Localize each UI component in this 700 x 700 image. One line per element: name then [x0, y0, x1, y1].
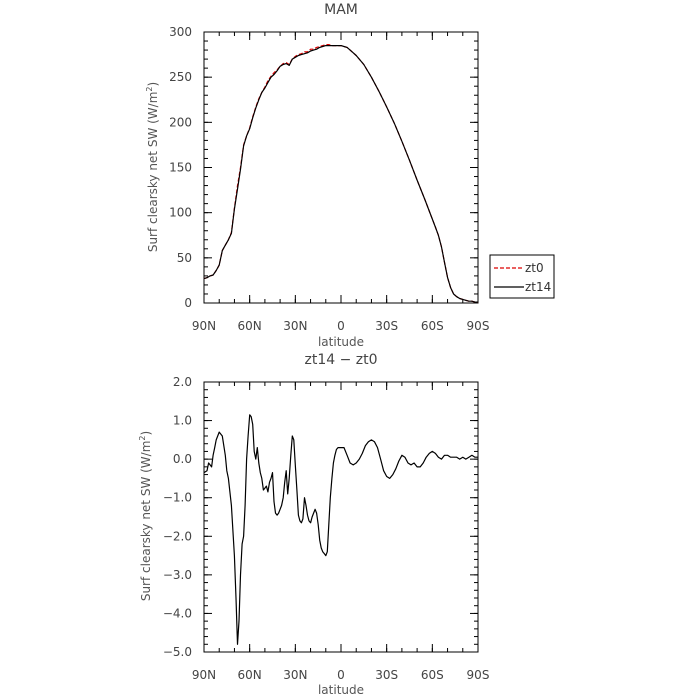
bottom-chart-y-axis-label-tail: ): [139, 431, 153, 436]
bottom-chart-y-tick-label: 0.0: [173, 452, 192, 466]
bottom-chart-title: zt14 − zt0: [304, 352, 377, 368]
top-chart-y-tick-label: 300: [169, 25, 192, 39]
top-chart-x-tick-label: 90S: [467, 319, 490, 333]
top-chart-y-tick-label: 100: [169, 206, 192, 220]
top-chart-x-tick-label: 60S: [421, 319, 444, 333]
top-chart-y-tick-label: 150: [169, 161, 192, 175]
top-chart-series-line-zt0: [203, 43, 478, 303]
legend-label-zt0: zt0: [525, 261, 544, 275]
bottom-chart-y-tick-label: −3.0: [163, 568, 192, 582]
bottom-chart-y-tick-label: −1.0: [163, 491, 192, 505]
bottom-chart-y-axis-label: Surf clearsky net SW (W/m2): [138, 431, 153, 601]
top-chart-y-axis-label: Surf clearsky net SW (W/m2): [145, 82, 160, 252]
bottom-chart-y-tick-label: −5.0: [163, 645, 192, 659]
top-chart-y-tick-label: 250: [169, 70, 192, 84]
top-chart-y-axis-label-superscript: 2: [145, 87, 154, 92]
top-chart-x-tick-label: 90N: [192, 319, 216, 333]
top-chart-series-line-zt14: [203, 44, 478, 303]
bottom-chart-series-line-diff-0: [203, 414, 478, 645]
bottom-chart-x-tick-label: 90S: [467, 668, 490, 682]
top-chart-x-tick-label: 0: [337, 319, 345, 333]
bottom-chart: zt14 − zt0 latitude Surf clearsky net SW…: [138, 352, 489, 697]
bottom-chart-y-axis-label-main: Surf clearsky net SW (W/m: [139, 441, 153, 602]
top-chart-title: MAM: [324, 2, 358, 18]
top-chart-y-axis-label-tail: ): [146, 82, 160, 87]
top-chart-x-axis-label: latitude: [318, 335, 364, 349]
bottom-chart-y-tick-label: −2.0: [163, 529, 192, 543]
legend-label-zt14: zt14: [525, 280, 551, 294]
bottom-chart-x-tick-label: 60N: [238, 668, 262, 682]
legend: zt0 zt14: [489, 254, 555, 299]
top-chart-x-tick-label: 30N: [283, 319, 307, 333]
bottom-chart-y-tick-label: 1.0: [173, 414, 192, 428]
bottom-chart-y-tick-label: −4.0: [163, 606, 192, 620]
bottom-chart-y-axis-label-superscript: 2: [138, 436, 147, 441]
top-chart: MAM latitude Surf clearsky net SW (W/m2)…: [145, 2, 555, 349]
top-chart-y-tick-label: 50: [177, 251, 192, 265]
top-chart-x-tick-label: 60N: [238, 319, 262, 333]
legend-box: [489, 254, 555, 299]
top-chart-y-tick-label: 200: [169, 115, 192, 129]
bottom-chart-x-tick-label: 90N: [192, 668, 216, 682]
top-chart-plot-frame: [203, 31, 479, 304]
bottom-chart-x-tick-label: 0: [337, 668, 345, 682]
top-chart-y-axis-label-main: Surf clearsky net SW (W/m: [146, 92, 160, 253]
bottom-chart-x-tick-label: 30N: [283, 668, 307, 682]
bottom-chart-x-tick-label: 60S: [421, 668, 444, 682]
top-chart-y-tick-label: 0: [184, 296, 192, 310]
top-chart-x-tick-label: 30S: [375, 319, 398, 333]
bottom-chart-x-axis-label: latitude: [318, 683, 364, 697]
bottom-chart-x-tick-label: 30S: [375, 668, 398, 682]
bottom-chart-y-tick-label: 2.0: [173, 375, 192, 389]
